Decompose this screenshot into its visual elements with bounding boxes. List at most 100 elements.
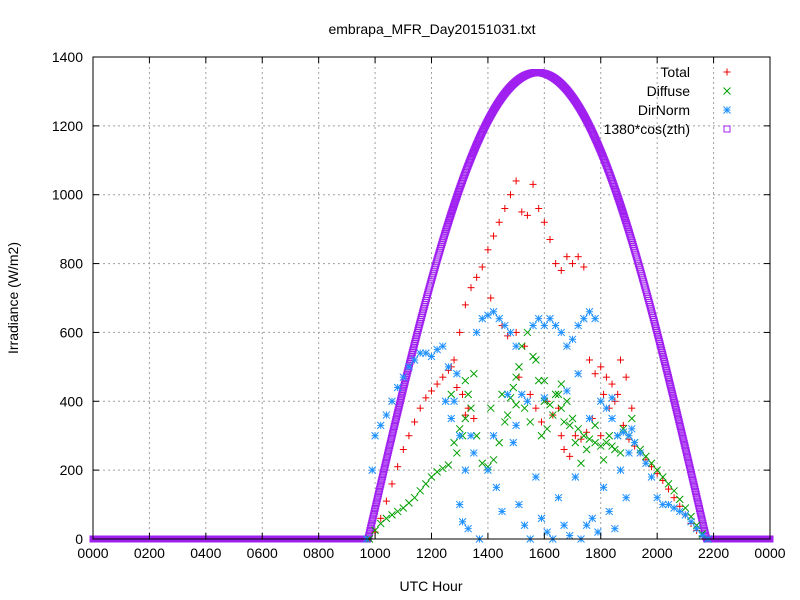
data-point	[517, 342, 526, 351]
data-point	[623, 220, 631, 228]
data-point	[382, 411, 391, 419]
data-point	[619, 209, 627, 217]
data-point	[443, 222, 451, 230]
data-point	[630, 438, 639, 447]
data-point	[374, 492, 382, 500]
data-point	[411, 418, 419, 426]
x-tick-label: 0200	[134, 545, 165, 561]
data-point	[375, 487, 383, 495]
data-point	[445, 217, 453, 225]
data-point	[469, 449, 478, 457]
data-point	[464, 524, 473, 533]
data-point	[414, 326, 422, 334]
data-point	[585, 307, 594, 316]
data-point	[413, 331, 421, 339]
data-point	[574, 369, 583, 378]
data-point	[670, 394, 678, 402]
data-point	[529, 321, 537, 330]
data-point	[655, 335, 663, 343]
data-point	[382, 458, 390, 466]
data-point	[369, 514, 377, 522]
data-point	[673, 411, 681, 419]
data-point	[654, 333, 662, 341]
data-point	[675, 495, 684, 504]
data-point	[574, 424, 583, 433]
data-point	[387, 434, 395, 442]
data-point	[390, 423, 398, 431]
data-point	[447, 390, 456, 399]
x-tick-label: 0800	[303, 545, 334, 561]
legend-label: Diffuse	[647, 83, 691, 99]
data-point	[411, 340, 419, 348]
data-point	[464, 390, 473, 399]
data-point	[383, 451, 391, 459]
data-point	[596, 397, 605, 406]
data-point	[453, 369, 461, 378]
data-point	[670, 494, 678, 502]
data-point	[557, 404, 566, 413]
data-point	[661, 358, 669, 366]
data-point	[495, 218, 503, 226]
data-point	[379, 470, 387, 478]
data-point	[647, 473, 656, 481]
data-point	[546, 235, 554, 243]
data-point	[540, 218, 548, 226]
data-point	[444, 218, 452, 226]
data-point	[526, 418, 535, 426]
data-point	[620, 213, 628, 221]
data-point	[625, 449, 633, 457]
data-point	[658, 346, 666, 354]
data-point	[664, 374, 672, 382]
data-point	[403, 369, 411, 377]
data-point	[577, 459, 585, 468]
data-point	[366, 526, 374, 534]
data-point	[654, 331, 662, 339]
data-point	[467, 431, 475, 440]
data-point	[386, 439, 394, 447]
legend: Total Diffuse DirNorm 1380*cos(zth)	[604, 64, 731, 137]
data-point	[450, 397, 458, 406]
data-point	[409, 344, 417, 352]
x-tick-label: 1400	[472, 545, 503, 561]
data-point	[546, 400, 554, 409]
data-point	[679, 434, 687, 442]
data-point	[687, 517, 695, 526]
data-point	[383, 454, 391, 462]
data-point	[387, 437, 395, 445]
data-point	[585, 435, 594, 444]
data-point	[388, 397, 396, 406]
data-point	[664, 480, 673, 488]
data-point	[616, 466, 625, 474]
data-point	[602, 438, 611, 447]
data-point	[700, 524, 708, 532]
data-point	[450, 438, 458, 447]
data-point	[415, 324, 423, 332]
data-point	[681, 444, 689, 452]
data-point	[469, 369, 478, 378]
data-point	[692, 524, 701, 533]
data-point	[596, 442, 605, 450]
data-point	[554, 493, 563, 502]
data-point	[495, 314, 504, 323]
data-point	[625, 431, 633, 440]
data-point	[657, 342, 665, 350]
data-point	[385, 444, 393, 452]
data-point	[441, 229, 449, 237]
data-point	[579, 431, 588, 440]
data-point	[373, 495, 381, 503]
x-tick-label: 1800	[585, 545, 616, 561]
data-point	[667, 385, 675, 393]
data-point	[585, 356, 593, 364]
x-axis: 0000 0200 0400 0600 0800 1000 1200 1400 1600 1800…	[77, 57, 786, 561]
data-point	[652, 324, 660, 332]
data-point	[371, 507, 379, 515]
data-point	[663, 369, 671, 377]
data-point	[399, 373, 408, 382]
data-point	[399, 387, 407, 395]
data-point	[472, 431, 481, 440]
data-point	[602, 404, 611, 413]
data-point	[373, 497, 381, 505]
data-point	[443, 224, 451, 232]
data-point	[659, 351, 667, 359]
data-point	[413, 329, 421, 337]
